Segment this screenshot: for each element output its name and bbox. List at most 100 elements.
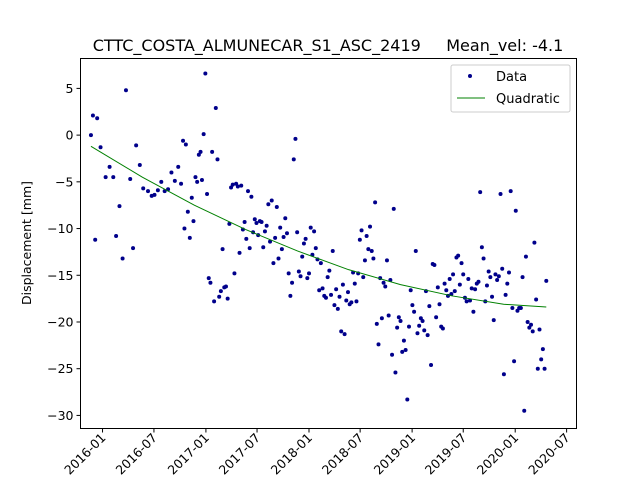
data-point bbox=[434, 315, 439, 320]
data-point bbox=[408, 288, 413, 293]
x-tick-label: 2020-01 bbox=[474, 430, 522, 478]
data-point bbox=[98, 145, 103, 150]
data-point bbox=[396, 315, 401, 320]
data-point bbox=[403, 348, 408, 353]
data-point bbox=[237, 250, 242, 255]
data-point bbox=[291, 157, 296, 162]
data-point bbox=[361, 275, 366, 280]
data-point bbox=[542, 366, 547, 371]
data-point bbox=[283, 216, 288, 221]
data-point bbox=[293, 136, 298, 141]
data-point bbox=[447, 277, 452, 282]
data-point bbox=[117, 204, 122, 209]
data-point bbox=[262, 229, 267, 234]
data-point bbox=[376, 342, 381, 347]
data-point bbox=[405, 397, 410, 402]
data-point bbox=[307, 271, 312, 276]
data-point bbox=[268, 239, 273, 244]
data-point bbox=[534, 297, 539, 302]
data-point bbox=[134, 143, 139, 148]
data-point bbox=[230, 182, 235, 187]
data-point bbox=[513, 208, 518, 213]
data-point bbox=[508, 189, 513, 194]
data-point bbox=[342, 332, 347, 337]
data-point bbox=[111, 175, 116, 180]
data-point bbox=[114, 234, 119, 239]
data-point bbox=[296, 269, 301, 274]
data-point bbox=[185, 209, 190, 214]
data-point bbox=[95, 116, 100, 121]
data-point bbox=[103, 175, 108, 180]
data-point bbox=[442, 281, 447, 286]
data-point bbox=[325, 275, 330, 280]
data-point bbox=[383, 284, 388, 289]
data-point bbox=[212, 299, 217, 304]
data-point bbox=[318, 261, 323, 266]
data-point bbox=[182, 226, 187, 231]
data-point bbox=[232, 271, 237, 276]
data-point bbox=[518, 305, 523, 310]
data-point bbox=[366, 247, 371, 252]
data-point bbox=[93, 237, 98, 242]
data-point bbox=[181, 138, 186, 143]
data-point bbox=[345, 290, 350, 295]
data-point bbox=[247, 246, 252, 251]
data-point bbox=[510, 305, 515, 310]
data-point bbox=[193, 175, 198, 180]
data-point bbox=[410, 303, 415, 308]
data-point bbox=[354, 299, 359, 304]
data-point bbox=[179, 181, 184, 186]
data-point bbox=[215, 157, 220, 162]
data-point bbox=[172, 178, 177, 183]
data-point bbox=[305, 276, 310, 281]
x-tick-label: 2020-07 bbox=[525, 430, 573, 478]
data-point bbox=[213, 106, 218, 111]
data-point bbox=[464, 299, 469, 304]
data-point bbox=[481, 256, 486, 261]
quadratic-fit-line bbox=[90, 145, 547, 308]
data-point bbox=[386, 313, 391, 318]
data-point bbox=[501, 372, 506, 377]
y-axis-label: Displacement [mm] bbox=[19, 181, 34, 305]
data-point bbox=[90, 113, 95, 118]
data-point bbox=[340, 282, 345, 287]
data-point bbox=[384, 258, 389, 263]
data-point bbox=[493, 272, 498, 277]
data-point bbox=[459, 261, 464, 266]
data-point bbox=[195, 179, 200, 184]
x-tick-label: 2018-01 bbox=[268, 430, 316, 478]
data-point bbox=[352, 281, 357, 286]
data-point bbox=[359, 228, 364, 233]
data-point bbox=[369, 248, 374, 253]
data-point bbox=[183, 142, 188, 147]
data-point bbox=[440, 326, 445, 331]
data-point bbox=[535, 366, 540, 371]
data-point bbox=[187, 235, 192, 240]
data-point bbox=[349, 300, 354, 305]
data-point bbox=[413, 248, 418, 253]
data-point bbox=[259, 220, 264, 225]
data-point bbox=[288, 293, 293, 298]
data-point bbox=[323, 295, 328, 300]
legend-marker-data bbox=[468, 74, 472, 78]
data-point bbox=[264, 223, 269, 228]
data-point bbox=[223, 284, 228, 289]
data-point bbox=[432, 262, 437, 267]
data-point bbox=[391, 206, 396, 211]
data-point bbox=[201, 132, 206, 137]
data-point bbox=[451, 272, 456, 277]
chart-title: CTTC_COSTA_ALMUNECAR_S1_ASC_2419 Mean_ve… bbox=[93, 36, 564, 56]
data-point bbox=[486, 269, 491, 274]
data-point bbox=[398, 319, 403, 324]
data-point bbox=[217, 294, 222, 299]
data-point bbox=[169, 170, 174, 175]
data-point bbox=[332, 303, 337, 308]
data-point bbox=[490, 294, 495, 299]
data-point bbox=[189, 195, 194, 200]
data-point bbox=[208, 280, 213, 285]
data-point bbox=[539, 357, 544, 362]
data-point bbox=[407, 324, 411, 329]
data-point bbox=[141, 186, 146, 191]
data-point bbox=[500, 266, 505, 271]
